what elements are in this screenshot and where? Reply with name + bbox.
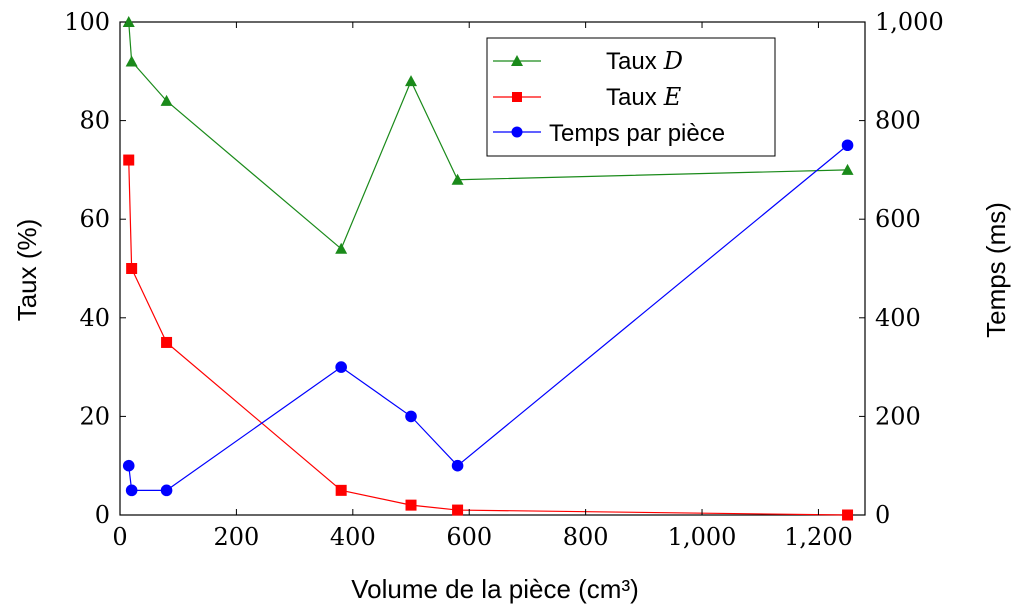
x-tick-label: 800 <box>563 523 609 551</box>
data-point-triangle <box>841 163 854 175</box>
ticks-layer: 0 200 400 600 800 1,000 1,200 0 20 40 60 80 100 0 200 4… <box>64 8 944 551</box>
data-point-circle <box>125 484 138 497</box>
data-point-square <box>405 499 417 511</box>
y-right-tick-label: 0 <box>875 501 890 529</box>
y-left-tick-label: 40 <box>79 304 110 332</box>
x-tick-label: 600 <box>446 523 492 551</box>
x-axis-title: Volume de la pièce (cm³) <box>351 574 639 604</box>
data-point-circle <box>335 361 347 373</box>
y-left-tick-label: 20 <box>79 402 110 430</box>
y-right-tick-label: 1,000 <box>875 8 944 36</box>
legend-label-e: Taux E <box>606 83 682 111</box>
x-tick-label: 400 <box>330 523 376 551</box>
data-point-triangle <box>335 242 348 254</box>
data-point-square <box>126 263 138 274</box>
x-tick-label: 0 <box>112 523 127 551</box>
data-point-triangle <box>160 94 173 106</box>
y-right-tick-label: 400 <box>875 304 921 332</box>
legend-label-d-text: Taux <box>606 48 657 75</box>
data-point-square <box>452 504 464 516</box>
legend-marker-d-triangle <box>511 55 523 66</box>
data-point-triangle <box>122 16 135 27</box>
y-right-tick-label: 600 <box>875 205 921 233</box>
series-line <box>128 160 848 516</box>
data-point-circle <box>451 459 464 472</box>
data-point-triangle <box>451 173 464 185</box>
data-point-circle <box>405 410 417 423</box>
legend-label-temps: Temps par pièce <box>549 120 725 147</box>
data-point-circle <box>160 484 173 497</box>
y-axis-left-title: Taux (%) <box>12 219 42 322</box>
y-axis-right-title: Temps (ms) <box>981 202 1011 338</box>
series-2 <box>122 139 854 497</box>
series-1 <box>123 154 854 521</box>
series-0 <box>122 16 854 254</box>
data-point-square <box>161 336 173 348</box>
data-point-triangle <box>405 75 418 87</box>
y-right-tick-label: 800 <box>875 107 921 135</box>
series-layer <box>122 16 854 521</box>
data-point-circle <box>841 139 854 152</box>
series-line <box>128 144 848 491</box>
plot-frame <box>119 21 866 516</box>
x-tick-label: 1,200 <box>784 523 853 551</box>
x-tick-label: 200 <box>214 523 260 551</box>
legend-label-d: Taux D <box>606 47 683 75</box>
data-point-circle <box>122 459 135 472</box>
data-point-square <box>842 509 854 521</box>
legend-label-e-text: Taux <box>606 84 657 111</box>
y-right-tick-label: 200 <box>875 402 921 430</box>
y-left-tick-label: 100 <box>64 8 110 36</box>
legend: Taux D Taux E Temps par pièce <box>486 37 776 157</box>
legend-marker-temps-circle <box>511 126 523 138</box>
data-point-square <box>335 484 347 496</box>
legend-label-e-var: E <box>663 83 682 111</box>
legend-marker-e-square <box>512 92 522 102</box>
plot-area <box>119 21 866 516</box>
y-left-tick-label: 80 <box>79 107 110 135</box>
y-left-tick-label: 60 <box>79 205 110 233</box>
y-left-tick-label: 0 <box>95 501 110 529</box>
x-tick-label: 1,000 <box>668 523 737 551</box>
data-point-square <box>123 154 135 166</box>
data-point-triangle <box>125 55 138 67</box>
legend-label-d-var: D <box>663 47 683 75</box>
